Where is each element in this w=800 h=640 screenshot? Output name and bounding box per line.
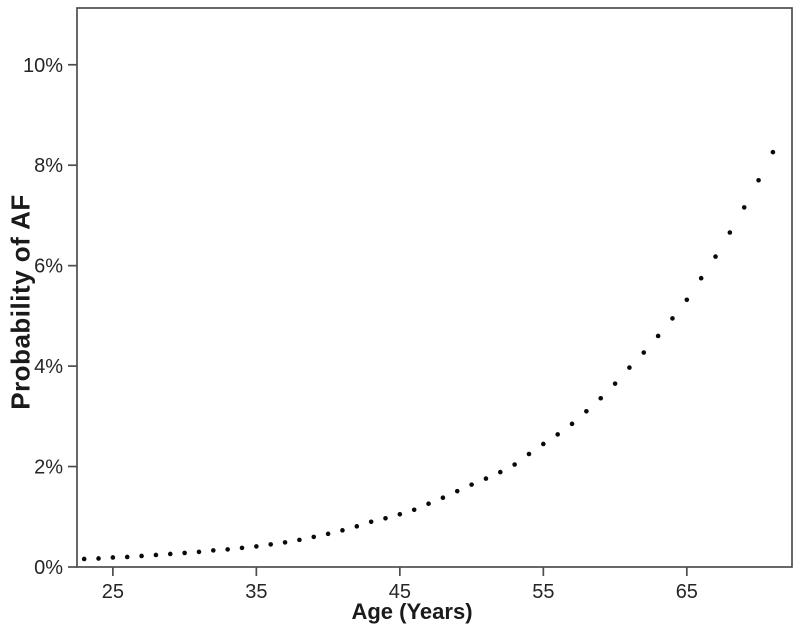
data-point xyxy=(756,177,761,183)
data-point xyxy=(110,555,116,560)
data-point xyxy=(469,482,474,487)
plot-border xyxy=(76,7,793,568)
data-point xyxy=(196,549,202,555)
data-point xyxy=(483,476,489,481)
data-point xyxy=(655,333,661,339)
x-axis-tick-label: 45 xyxy=(389,581,411,603)
data-point xyxy=(641,350,647,355)
y-axis-tick-label: 6% xyxy=(34,256,63,278)
data-point xyxy=(239,545,245,551)
x-axis-title: Age (Years) xyxy=(351,599,473,624)
x-axis-tick-label: 25 xyxy=(102,581,124,603)
data-point xyxy=(612,381,618,386)
x-axis-tick-label: 35 xyxy=(245,581,267,603)
y-axis-title: Probability of AF xyxy=(5,194,36,410)
data-point xyxy=(426,501,431,507)
data-point xyxy=(282,540,288,545)
data-point xyxy=(354,524,360,529)
data-point xyxy=(526,451,532,457)
data-point xyxy=(713,254,718,259)
data-point xyxy=(368,519,374,525)
data-point xyxy=(512,462,517,467)
data-point xyxy=(340,528,345,533)
data-point xyxy=(124,554,130,560)
data-point xyxy=(383,515,388,521)
data-point xyxy=(325,531,331,537)
data-point xyxy=(182,550,187,556)
data-point xyxy=(440,495,446,500)
data-point xyxy=(411,507,417,513)
data-point xyxy=(211,548,216,553)
data-point xyxy=(741,205,747,210)
data-point xyxy=(684,297,690,303)
data-point xyxy=(297,537,302,543)
data-point xyxy=(727,230,733,235)
y-axis-tick-label: 10% xyxy=(23,55,63,77)
data-point xyxy=(167,551,173,557)
data-point xyxy=(627,365,632,370)
data-point xyxy=(153,552,159,558)
data-point xyxy=(96,556,101,561)
x-axis-tick-label: 65 xyxy=(676,581,698,603)
data-point xyxy=(770,149,776,155)
data-point xyxy=(555,432,560,437)
y-axis-tick-label: 2% xyxy=(34,457,63,479)
data-point xyxy=(670,316,675,321)
data-point xyxy=(584,409,589,414)
data-point xyxy=(541,441,546,447)
data-point xyxy=(454,488,460,494)
data-point xyxy=(497,469,503,475)
y-axis-tick-label: 0% xyxy=(34,557,63,579)
y-axis-tick-label: 4% xyxy=(34,356,63,378)
y-axis-tick-label: 8% xyxy=(34,155,63,177)
data-point xyxy=(397,511,403,517)
data-point xyxy=(598,395,604,401)
data-point xyxy=(569,421,575,427)
data-point xyxy=(311,534,317,540)
data-point xyxy=(81,556,87,562)
data-point xyxy=(268,542,274,547)
data-point xyxy=(698,275,704,281)
x-axis-tick-label: 55 xyxy=(532,581,554,603)
data-point xyxy=(139,553,144,559)
data-point xyxy=(225,547,230,552)
data-point xyxy=(254,544,259,549)
